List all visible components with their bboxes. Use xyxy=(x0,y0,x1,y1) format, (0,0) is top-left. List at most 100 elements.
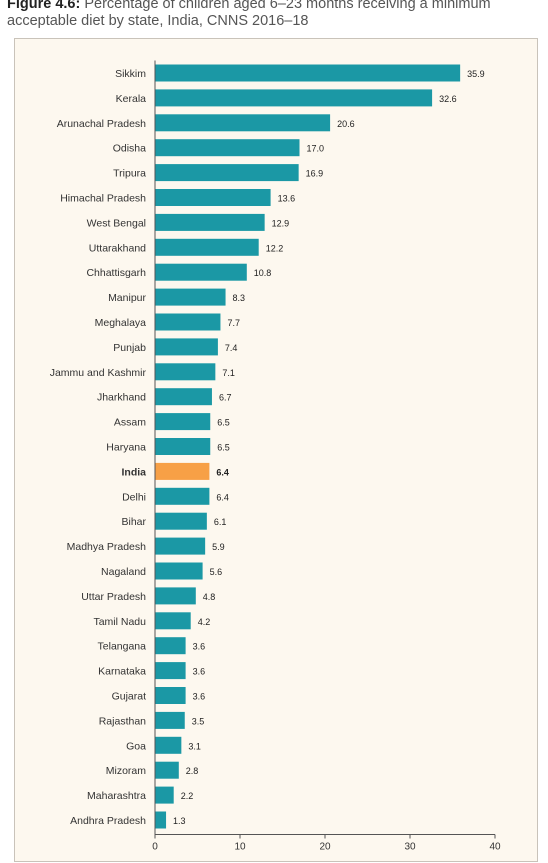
data-label: 3.6 xyxy=(193,667,206,677)
data-label: 6.5 xyxy=(217,443,230,453)
data-label: 6.5 xyxy=(217,418,230,428)
data-label: 2.2 xyxy=(181,791,194,801)
category-label: Jharkhand xyxy=(97,392,146,404)
data-label: 20.6 xyxy=(337,119,355,129)
category-label: Nagaland xyxy=(101,566,146,578)
data-label: 13.6 xyxy=(278,194,296,204)
category-label: Andhra Pradesh xyxy=(70,815,146,827)
data-label: 8.3 xyxy=(233,293,246,303)
bar xyxy=(155,363,216,381)
bar xyxy=(155,263,247,281)
bar xyxy=(155,238,259,256)
category-label: Uttarakhand xyxy=(89,242,146,254)
data-label: 6.7 xyxy=(219,393,232,403)
bar xyxy=(155,562,203,580)
category-label: Meghalaya xyxy=(95,317,147,329)
category-label: Maharashtra xyxy=(87,790,146,802)
data-label: 3.5 xyxy=(192,716,205,726)
bar xyxy=(155,413,211,431)
x-tick-label: 0 xyxy=(152,842,158,853)
category-label: Rajasthan xyxy=(99,715,146,727)
category-label: West Bengal xyxy=(87,217,146,229)
bar xyxy=(155,213,265,231)
data-label: 3.1 xyxy=(188,741,201,751)
category-label: Tamil Nadu xyxy=(93,616,146,628)
bar xyxy=(155,64,461,82)
data-label: 5.9 xyxy=(212,542,225,552)
figure-title: Percentage of children aged 6–23 months … xyxy=(7,0,491,29)
data-label: 6.4 xyxy=(216,467,229,477)
category-label: Mizoram xyxy=(106,765,147,777)
bar xyxy=(155,512,207,530)
bar xyxy=(155,687,186,704)
data-label: 7.7 xyxy=(227,318,240,328)
bar xyxy=(155,537,206,555)
bar xyxy=(155,189,271,206)
bar xyxy=(155,487,210,505)
data-label: 7.4 xyxy=(225,343,238,353)
bar xyxy=(155,761,179,779)
category-label: Assam xyxy=(114,417,146,429)
category-label: Chhattisgarh xyxy=(86,267,146,279)
category-label: Arunachal Pradesh xyxy=(57,118,146,130)
bar xyxy=(155,114,331,132)
category-label: Bihar xyxy=(121,516,146,528)
category-label: India xyxy=(121,466,146,478)
data-label: 10.8 xyxy=(254,268,272,278)
bar xyxy=(155,89,433,107)
bar xyxy=(155,462,210,480)
bar xyxy=(155,313,221,331)
bar xyxy=(155,139,300,157)
category-label: Gujarat xyxy=(112,691,147,703)
data-label: 35.9 xyxy=(467,69,485,79)
data-label: 5.6 xyxy=(210,567,223,577)
bar xyxy=(155,164,299,182)
bar xyxy=(155,338,218,356)
category-label: Sikkim xyxy=(115,68,146,80)
x-tick-label: 30 xyxy=(404,842,416,853)
category-label: Delhi xyxy=(122,491,146,503)
x-tick-label: 20 xyxy=(319,842,331,853)
category-label: Uttar Pradesh xyxy=(81,591,146,603)
data-label: 12.9 xyxy=(272,218,290,228)
data-label: 6.4 xyxy=(216,492,229,502)
bar xyxy=(155,662,186,680)
category-label: Jammu and Kashmir xyxy=(50,367,147,379)
bar xyxy=(155,438,211,455)
category-label: Madhya Pradesh xyxy=(67,541,147,553)
bar xyxy=(155,587,196,605)
data-label: 32.6 xyxy=(439,94,457,104)
data-label: 12.2 xyxy=(266,243,284,253)
bar xyxy=(155,786,174,804)
category-label: Tripura xyxy=(113,168,146,180)
figure-label: Figure 4.6: xyxy=(7,0,81,12)
x-tick-label: 40 xyxy=(489,842,501,853)
category-label: Punjab xyxy=(113,342,146,354)
bar xyxy=(155,612,191,630)
bar xyxy=(155,288,226,306)
bar xyxy=(155,388,212,406)
category-label: Goa xyxy=(126,740,146,752)
bar xyxy=(155,811,167,829)
data-label: 4.2 xyxy=(198,617,211,627)
category-label: Odisha xyxy=(113,143,146,155)
figure-caption: Figure 4.6: Percentage of children aged … xyxy=(7,0,543,30)
x-tick-label: 10 xyxy=(234,842,246,853)
data-label: 3.6 xyxy=(193,642,206,652)
data-label: 2.8 xyxy=(186,766,199,776)
data-label: 4.8 xyxy=(203,592,216,602)
data-label: 3.6 xyxy=(193,692,206,702)
category-label: Haryana xyxy=(106,442,146,454)
data-label: 6.1 xyxy=(214,517,227,527)
bar xyxy=(155,711,185,729)
bar xyxy=(155,736,182,754)
bar xyxy=(155,637,186,655)
category-label: Karnataka xyxy=(98,666,146,678)
category-label: Telangana xyxy=(98,641,147,653)
category-label: Kerala xyxy=(116,93,147,105)
data-label: 16.9 xyxy=(306,169,324,179)
data-label: 7.1 xyxy=(222,368,235,378)
data-label: 17.0 xyxy=(307,144,325,154)
category-label: Manipur xyxy=(108,292,146,304)
